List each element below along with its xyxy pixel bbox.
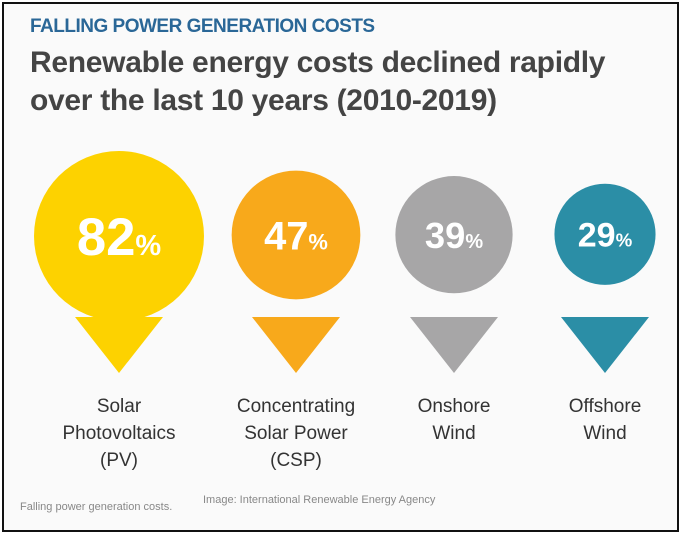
bubble-0 xyxy=(34,151,204,321)
category-label-line: Concentrating xyxy=(236,396,356,417)
category-label-line: (CSP) xyxy=(270,450,322,471)
value-label: 39% xyxy=(425,215,483,256)
value-label: 47% xyxy=(264,214,328,258)
category-label: Offshore Wind xyxy=(520,393,687,447)
category-label-line: Wind xyxy=(583,423,627,444)
bubble-3 xyxy=(554,183,656,285)
value-label: 82% xyxy=(77,208,161,267)
category-label-line: Photovoltaics xyxy=(62,423,176,444)
down-triangle-icon xyxy=(252,317,340,373)
category-label: Solar Photovoltaics (PV) xyxy=(34,393,204,474)
category-label: Concentrating Solar Power (CSP) xyxy=(211,393,381,474)
chart-title: Renewable energy costs declined rapidly … xyxy=(30,44,605,120)
title-line-2: over the last 10 years (2010-2019) xyxy=(30,84,497,117)
down-triangle-icon xyxy=(410,317,498,373)
caption: Falling power generation costs. xyxy=(20,501,173,513)
bubble-1 xyxy=(231,170,361,300)
category-label-line: Wind xyxy=(432,423,476,444)
category-label-line: Onshore xyxy=(417,396,491,417)
image-credit: Image: International Renewable Energy Ag… xyxy=(203,494,436,506)
category-label-line: Solar xyxy=(96,396,142,417)
down-triangle-icon xyxy=(561,317,649,373)
category-label-line: Offshore xyxy=(568,396,642,417)
kicker: FALLING POWER GENERATION COSTS xyxy=(30,16,375,37)
down-triangle-icon xyxy=(75,317,163,373)
title-line-1: Renewable energy costs declined rapidly xyxy=(30,46,606,79)
value-label: 29% xyxy=(578,217,633,255)
category-label: Onshore Wind xyxy=(369,393,539,447)
bubble-2 xyxy=(395,176,513,294)
category-label-line: (PV) xyxy=(100,450,138,471)
category-label-line: Solar Power xyxy=(244,423,348,444)
